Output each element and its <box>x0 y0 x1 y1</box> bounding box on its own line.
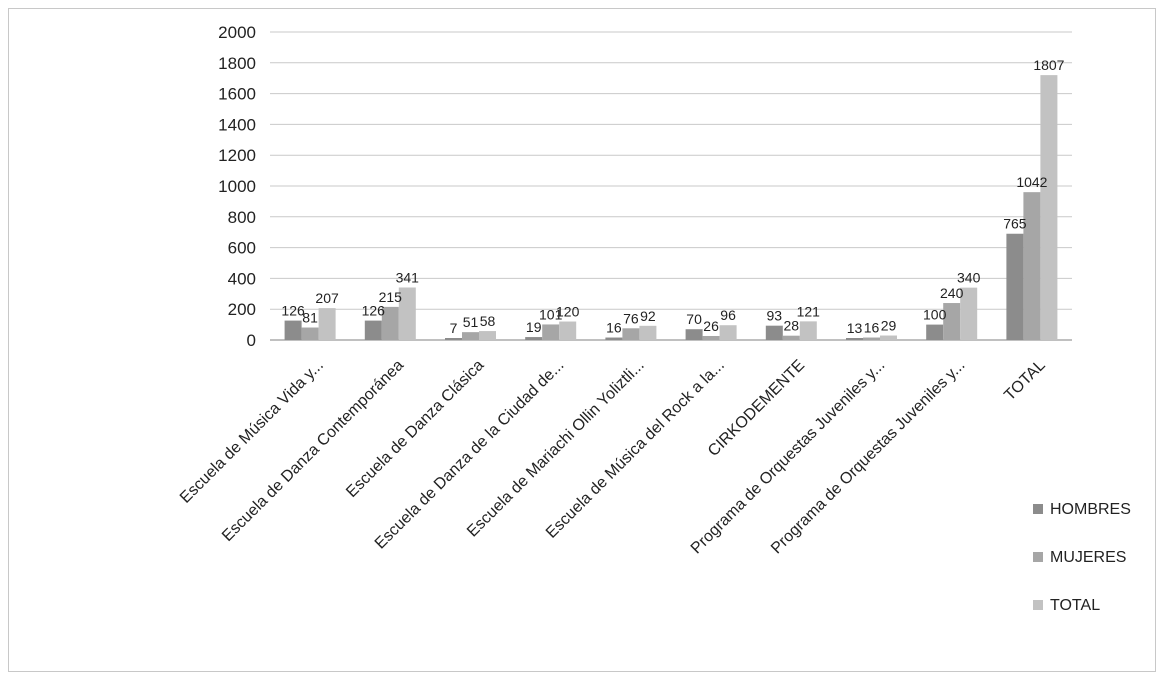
bar-total <box>318 308 336 340</box>
data-label: 340 <box>957 270 981 286</box>
data-label: 16 <box>606 320 622 336</box>
data-label: 16 <box>864 320 880 336</box>
bar-hombres <box>525 337 543 340</box>
bar-mujeres <box>301 327 319 340</box>
bar-hombres <box>926 324 944 340</box>
x-category-label: Escuela de Danza Contemporánea <box>219 357 407 545</box>
legend-swatch <box>1033 600 1043 610</box>
bar-mujeres <box>943 303 961 340</box>
data-label: 100 <box>923 307 947 323</box>
bars <box>284 75 1058 341</box>
data-label: 96 <box>720 307 736 323</box>
data-label: 121 <box>797 303 821 319</box>
bar-total <box>719 325 737 340</box>
x-category-label: Escuela de Música del Rock a la... <box>543 357 728 542</box>
y-tick-label: 600 <box>228 239 256 258</box>
y-tick-label: 1400 <box>218 115 256 134</box>
data-label: 215 <box>379 289 403 305</box>
data-label: 7 <box>450 320 458 336</box>
data-label: 70 <box>686 311 702 327</box>
legend-label: MUJERES <box>1050 549 1126 566</box>
bar-total <box>880 335 897 340</box>
bar-hombres <box>1006 233 1024 340</box>
data-label: 28 <box>784 318 800 334</box>
y-tick-label: 1800 <box>218 54 256 73</box>
bar-mujeres <box>1023 192 1041 340</box>
bar-mujeres <box>542 324 560 340</box>
y-tick-label: 1600 <box>218 85 256 104</box>
x-category-label: Escuela de Mariachi Ollin Yoliztli... <box>464 357 648 541</box>
data-label: 92 <box>640 308 656 324</box>
data-label: 76 <box>623 310 639 326</box>
legend: HOMBRES MUJERES TOTAL <box>1033 501 1131 614</box>
bar-total <box>639 325 657 340</box>
legend-swatch <box>1033 504 1043 514</box>
legend-swatch <box>1033 552 1043 562</box>
x-axis-category-labels: Escuela de Música Vida y...Escuela de Da… <box>177 357 1049 558</box>
bar-mujeres <box>381 306 399 340</box>
y-tick-label: 1000 <box>218 177 256 196</box>
data-label: 126 <box>281 303 305 319</box>
data-label: 81 <box>302 310 318 326</box>
bar-hombres <box>284 320 302 340</box>
data-label: 126 <box>362 303 386 319</box>
data-label: 1042 <box>1016 174 1047 190</box>
data-label: 240 <box>940 285 964 301</box>
bar-mujeres <box>622 328 640 340</box>
data-label: 93 <box>767 308 783 324</box>
y-tick-label: 1200 <box>218 146 256 165</box>
y-tick-label: 2000 <box>218 23 256 42</box>
data-label: 26 <box>703 318 719 334</box>
bar-total <box>479 331 496 340</box>
bar-hombres <box>685 329 703 340</box>
bar-mujeres <box>863 337 880 340</box>
bar-hombres <box>605 337 623 340</box>
data-label: 101 <box>539 306 563 322</box>
x-category-label: Escuela de Música Vida y... <box>177 357 327 507</box>
data-label: 51 <box>463 314 479 330</box>
bar-hombres <box>445 338 462 340</box>
data-label: 765 <box>1003 216 1027 232</box>
data-label: 29 <box>881 318 897 334</box>
data-label: 1807 <box>1033 57 1064 73</box>
y-axis-tick-labels: 0 200 400 600 800 1000 1200 1400 1600 1800 2000 <box>218 23 256 350</box>
bar-mujeres <box>462 332 479 340</box>
data-label: 19 <box>526 319 542 335</box>
data-label: 341 <box>396 269 420 285</box>
bar-hombres <box>846 337 863 340</box>
y-tick-label: 200 <box>228 300 256 319</box>
bar-total <box>960 287 978 340</box>
x-category-label: Escuela de Danza Clásica <box>343 357 487 501</box>
legend-label: TOTAL <box>1050 597 1100 614</box>
bar-total <box>1040 75 1058 341</box>
legend-label: HOMBRES <box>1050 501 1131 518</box>
bar-hombres <box>765 325 783 340</box>
bar-mujeres <box>782 335 800 340</box>
x-category-label: TOTAL <box>1001 357 1049 405</box>
data-label: 207 <box>315 290 339 306</box>
data-label: 58 <box>480 313 496 329</box>
bar-total <box>799 321 817 340</box>
y-tick-label: 0 <box>247 331 256 350</box>
bar-hombres <box>364 320 382 340</box>
data-label: 13 <box>847 320 863 336</box>
bar-total <box>559 321 577 340</box>
y-tick-label: 800 <box>228 208 256 227</box>
data-label: 120 <box>556 304 580 320</box>
y-tick-label: 400 <box>228 269 256 288</box>
bar-mujeres <box>702 335 720 340</box>
bar-total <box>398 287 416 340</box>
